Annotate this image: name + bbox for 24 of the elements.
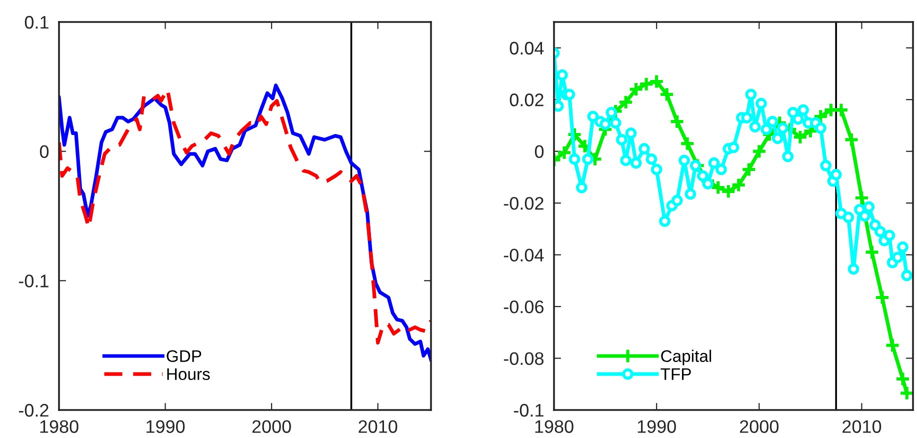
y-tick-label: -0.06 <box>504 300 544 314</box>
y-tick-label: -0.2 <box>18 404 48 417</box>
y-tick-label: -0.1 <box>18 274 48 288</box>
y-tick-label: 0 <box>40 145 49 158</box>
y-tick-label: 0.02 <box>510 94 544 106</box>
x-tick-label: 1980 <box>535 420 574 433</box>
y-tick-label: -0.02 <box>504 197 544 210</box>
x-tick-label: 2000 <box>740 420 779 433</box>
y-tick-label: -0.08 <box>504 352 544 365</box>
y-tick-label: 0.1 <box>24 16 48 29</box>
x-tick-label: 2010 <box>358 420 398 433</box>
y-tick-label: 0 <box>534 145 544 158</box>
y-tick-label: -0.1 <box>514 404 544 417</box>
y-tick-label: -0.04 <box>504 248 544 262</box>
x-tick-label: 2010 <box>842 420 882 433</box>
x-tick-label: 1990 <box>146 420 185 433</box>
legend-label: GDP <box>166 350 202 362</box>
y-tick-label: 0.04 <box>510 42 544 55</box>
x-tick-label: 1990 <box>638 420 676 433</box>
x-tick-label: 2000 <box>252 420 291 433</box>
legend-label: TFP <box>660 368 691 380</box>
legend-label: Capital <box>661 350 712 366</box>
x-tick-label: 1980 <box>40 420 78 433</box>
legend-label: Hours <box>167 368 210 380</box>
